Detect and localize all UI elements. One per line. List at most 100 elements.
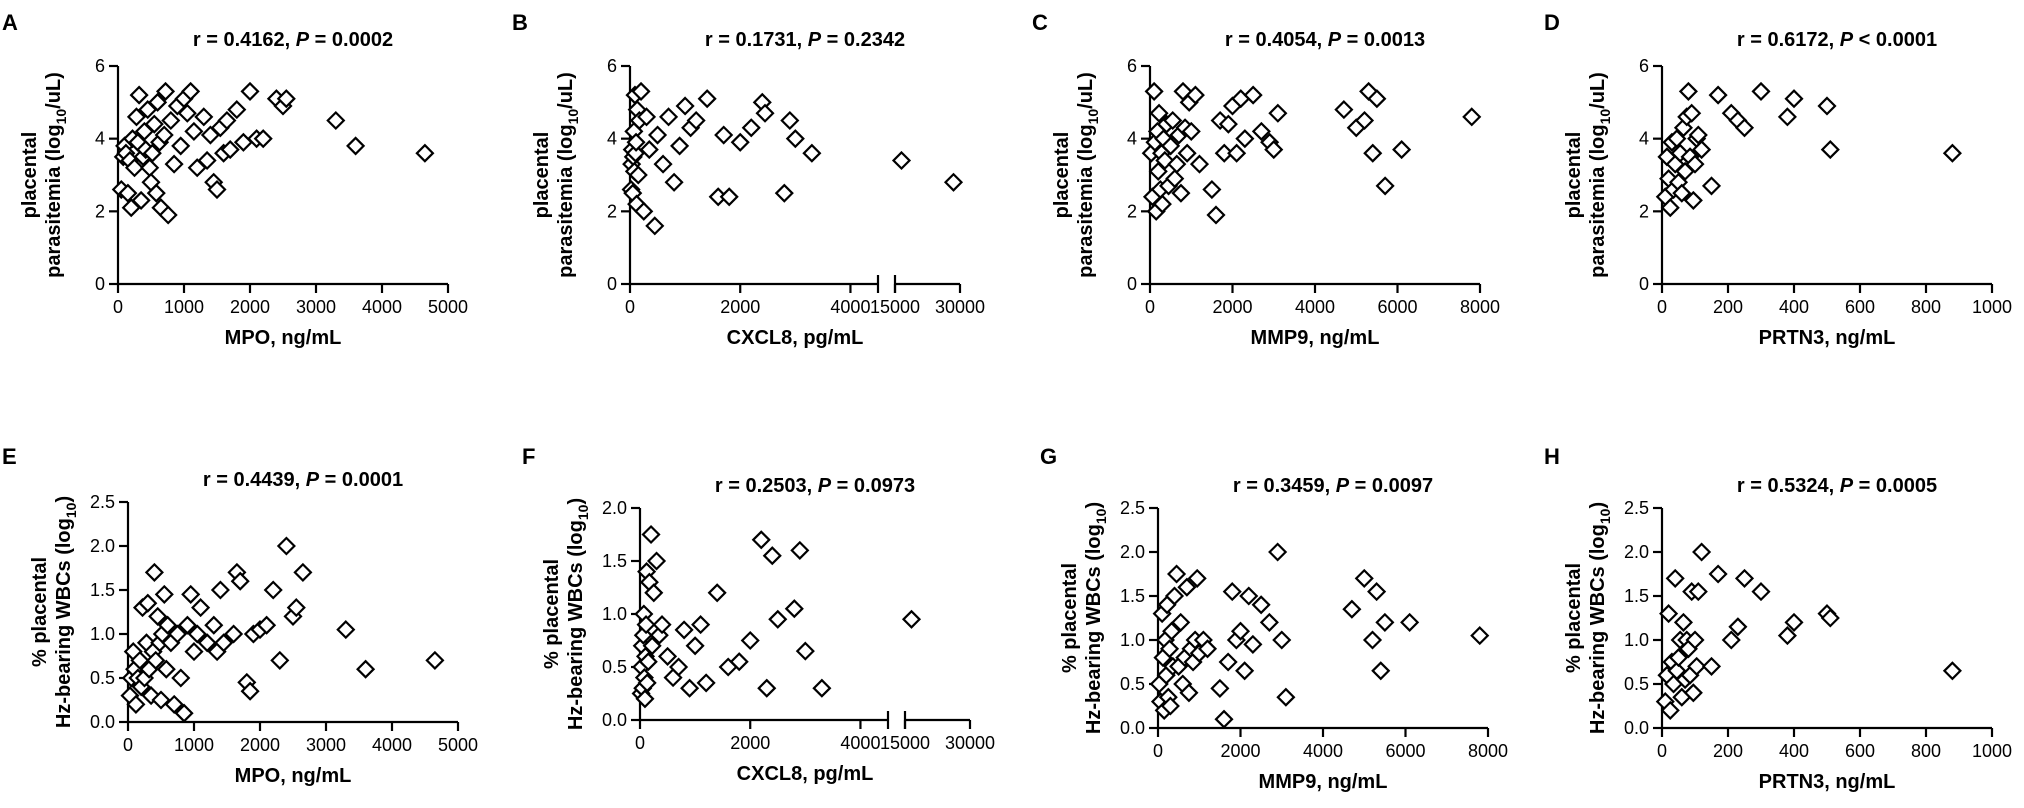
chart-panel-a: Ar = 0.4162, P = 0.0002 0 2 4 6 0 1000 2000 3000…	[2, 10, 468, 349]
data-point	[197, 633, 217, 653]
x-tick-label: 2000	[1220, 741, 1260, 761]
data-point	[1660, 198, 1680, 218]
y-tick-label: 2	[1639, 201, 1649, 221]
data-point	[415, 143, 435, 163]
data-point	[635, 689, 655, 709]
data-point	[1152, 194, 1172, 214]
data-point	[664, 172, 684, 192]
x-axis-title: MMP9, ng/mL	[1259, 771, 1388, 793]
data-point	[1181, 121, 1201, 141]
data-point	[1777, 626, 1797, 646]
data-point	[1144, 81, 1164, 101]
data-point	[1363, 143, 1383, 163]
x-tick-label: 4000	[1295, 297, 1335, 317]
data-point	[1751, 81, 1771, 101]
x-tick-label: 1000	[164, 297, 204, 317]
data-point	[220, 140, 240, 160]
x-tick-label: 4000	[362, 297, 402, 317]
data-point	[1678, 81, 1698, 101]
panel-letter-a: A	[2, 10, 18, 35]
stat-title: r = 0.3459, P = 0.0097	[1233, 475, 1433, 497]
data-point	[901, 609, 922, 629]
data-point	[1375, 176, 1395, 196]
data-point	[1367, 582, 1387, 602]
chart-panel-f: Fr = 0.2503, P = 0.0973 0.0 0.5 1.0 1.5 2.0 0 2…	[522, 444, 995, 785]
y-tick-label: 0	[1639, 274, 1649, 294]
data-point	[1197, 639, 1218, 659]
y-tick-label: 4	[1639, 129, 1649, 149]
data-point	[780, 110, 800, 131]
x-tick-label: 30000	[945, 733, 995, 753]
y-axis-title-line-2: Hz-bearing WBCs (log10)	[565, 498, 591, 730]
panel-letter-c: C	[1032, 10, 1048, 35]
data-point	[210, 580, 230, 600]
data-point	[675, 96, 695, 116]
data-point	[1685, 154, 1705, 174]
data-point	[631, 81, 651, 101]
data-point	[1820, 608, 1840, 628]
stat-title: r = 0.4054, P = 0.0013	[1225, 29, 1425, 51]
x-axis-title: PRTN3, ng/mL	[1759, 327, 1896, 349]
data-point	[636, 615, 656, 635]
data-point	[1251, 595, 1271, 615]
data-point	[644, 583, 664, 603]
x-tick-label: 5000	[438, 735, 478, 755]
y-axis-title-line-1: placental	[531, 132, 553, 219]
data-point	[1687, 656, 1707, 676]
data-point	[645, 216, 665, 236]
data-point	[1235, 661, 1255, 681]
y-tick-label: 6	[95, 56, 105, 76]
data-point	[755, 103, 775, 123]
data-point	[741, 118, 761, 138]
data-point	[1243, 634, 1263, 654]
data-point	[686, 110, 706, 131]
y-tick-label: 1.5	[1624, 586, 1649, 606]
data-point	[1218, 114, 1238, 134]
data-point	[1354, 568, 1374, 588]
y-tick-label: 1.5	[90, 580, 115, 600]
data-point	[1820, 140, 1840, 160]
data-point	[891, 150, 912, 171]
data-point	[641, 524, 661, 545]
data-point	[1734, 118, 1755, 138]
data-point	[124, 158, 145, 178]
data-point	[1708, 564, 1728, 584]
data-point	[1179, 683, 1199, 703]
x-tick-label: 8000	[1460, 297, 1500, 317]
y-tick-label: 1.5	[1120, 586, 1145, 606]
data-point	[155, 81, 176, 101]
y-tick-label: 6	[607, 56, 617, 76]
data-point	[1171, 612, 1191, 632]
x-axis-title: CXCL8, pg/mL	[727, 327, 864, 349]
data-point	[181, 584, 201, 604]
data-point	[1171, 183, 1191, 203]
x-tick-label: 6000	[1385, 741, 1425, 761]
data-point	[174, 703, 194, 723]
x-tick-label: 0	[1657, 741, 1667, 761]
x-tick-label: 600	[1845, 297, 1875, 317]
data-point	[1470, 626, 1490, 646]
data-point	[1942, 661, 1962, 681]
data-point	[642, 636, 662, 656]
data-point	[1161, 136, 1181, 156]
data-point	[194, 107, 214, 127]
data-point	[1721, 630, 1741, 650]
y-axis-title-line-1: % placental	[1563, 563, 1585, 673]
data-point	[1177, 577, 1197, 597]
data-point	[154, 584, 174, 604]
data-point	[636, 107, 657, 127]
data-point	[184, 121, 204, 141]
y-tick-label: 0.5	[602, 657, 627, 677]
y-tick-label: 0.5	[90, 668, 115, 688]
data-point	[659, 107, 679, 127]
data-point	[129, 85, 149, 105]
stat-title: r = 0.5324, P = 0.0005	[1737, 475, 1937, 497]
data-point	[1728, 617, 1748, 637]
data-point	[670, 136, 690, 156]
panel-letter-g: G	[1040, 444, 1057, 469]
data-point	[774, 183, 794, 203]
data-point	[674, 620, 694, 640]
x-tick-label: 2000	[230, 297, 270, 317]
